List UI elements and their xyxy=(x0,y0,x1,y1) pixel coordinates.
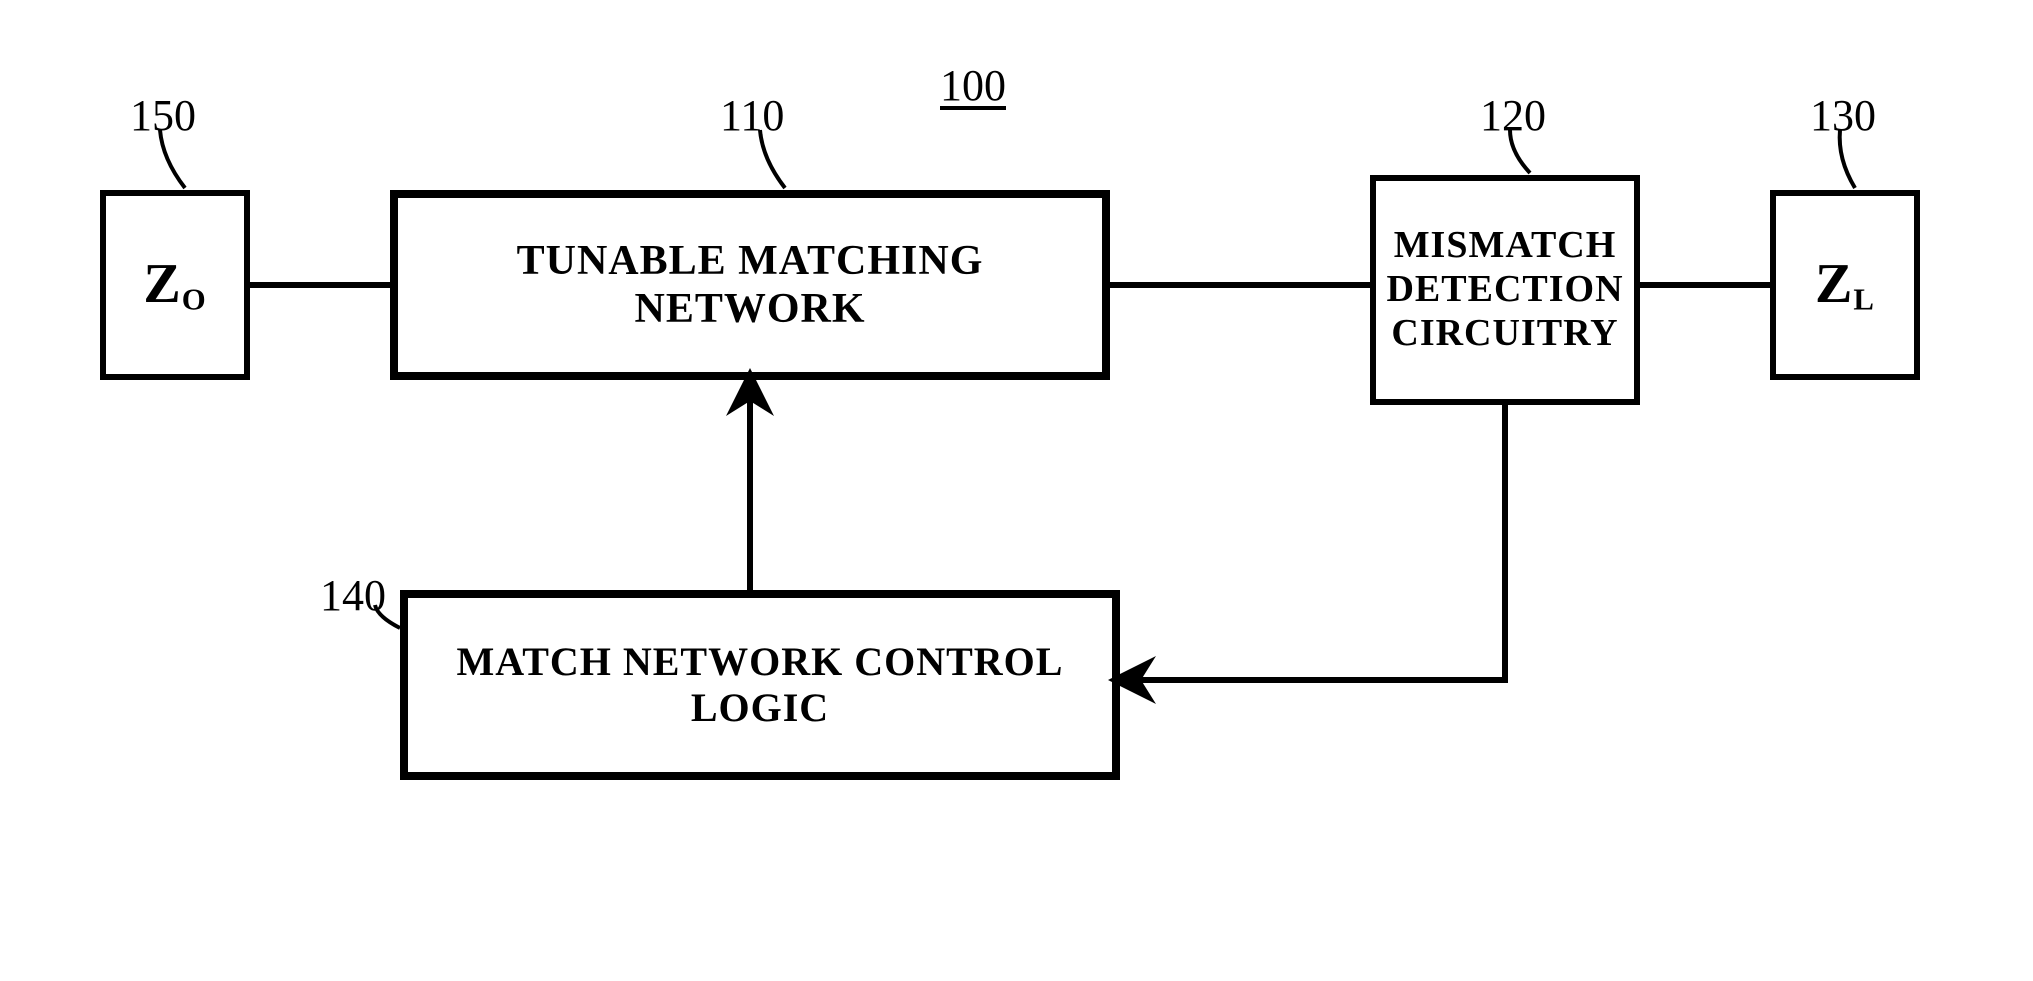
block-mismatch-detection-circuitry: MISMATCH DETECTION CIRCUITRY xyxy=(1370,175,1640,405)
ref-label-100: 100 xyxy=(940,60,1006,111)
ref-label-110: 110 xyxy=(720,90,784,141)
block-tunable-matching-network: TUNABLE MATCHING NETWORK xyxy=(390,190,1110,380)
ref-label-150: 150 xyxy=(130,90,196,141)
ref-label-130: 130 xyxy=(1810,90,1876,141)
ref-label-120: 120 xyxy=(1480,90,1546,141)
block-match-network-control-logic: MATCH NETWORK CONTROL LOGIC xyxy=(400,590,1120,780)
connectors-svg xyxy=(0,0,2033,981)
ref-label-140: 140 xyxy=(320,570,386,621)
block-zl: ZL xyxy=(1770,190,1920,380)
block-zo: ZO xyxy=(100,190,250,380)
diagram-stage: ZO TUNABLE MATCHING NETWORK MISMATCH DET… xyxy=(0,0,2033,981)
